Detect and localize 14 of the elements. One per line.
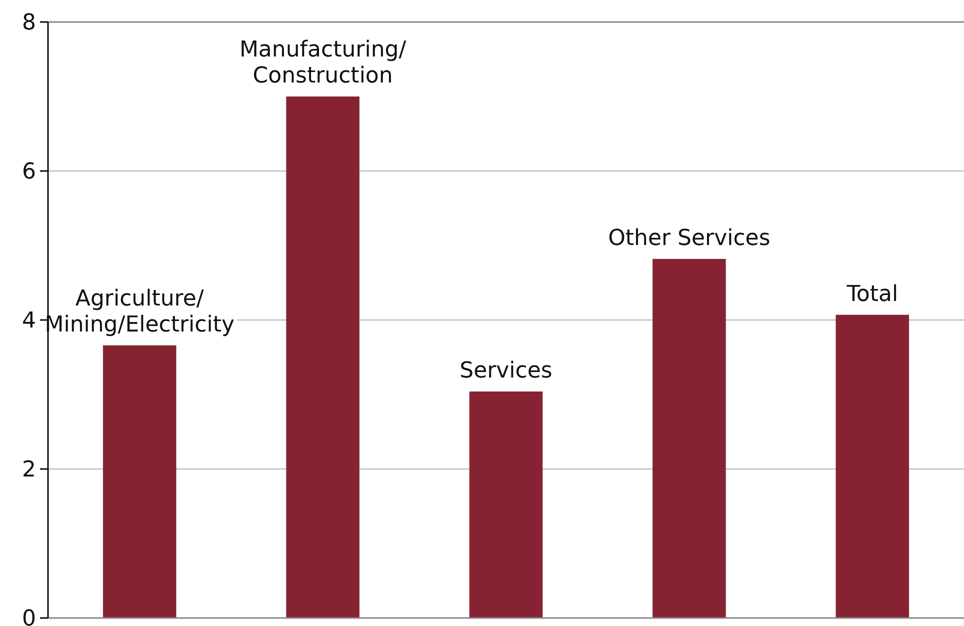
bar: [286, 96, 360, 618]
bar: [836, 314, 910, 618]
x-tick-label: Manufacturing/ Construction: [239, 38, 407, 88]
y-tick-label: 0: [22, 606, 36, 626]
bar: [102, 345, 176, 618]
bar: [652, 258, 726, 618]
y-tick-label: 6: [22, 160, 36, 185]
x-tick-label: Other Services: [608, 226, 770, 251]
x-tick-label: Services: [460, 358, 552, 384]
y-tick-label: 2: [22, 458, 36, 483]
y-tick-label: 4: [22, 308, 36, 334]
y-tick-label: 8: [22, 10, 36, 36]
bar: [469, 392, 543, 618]
x-tick-label: Total: [846, 282, 898, 307]
